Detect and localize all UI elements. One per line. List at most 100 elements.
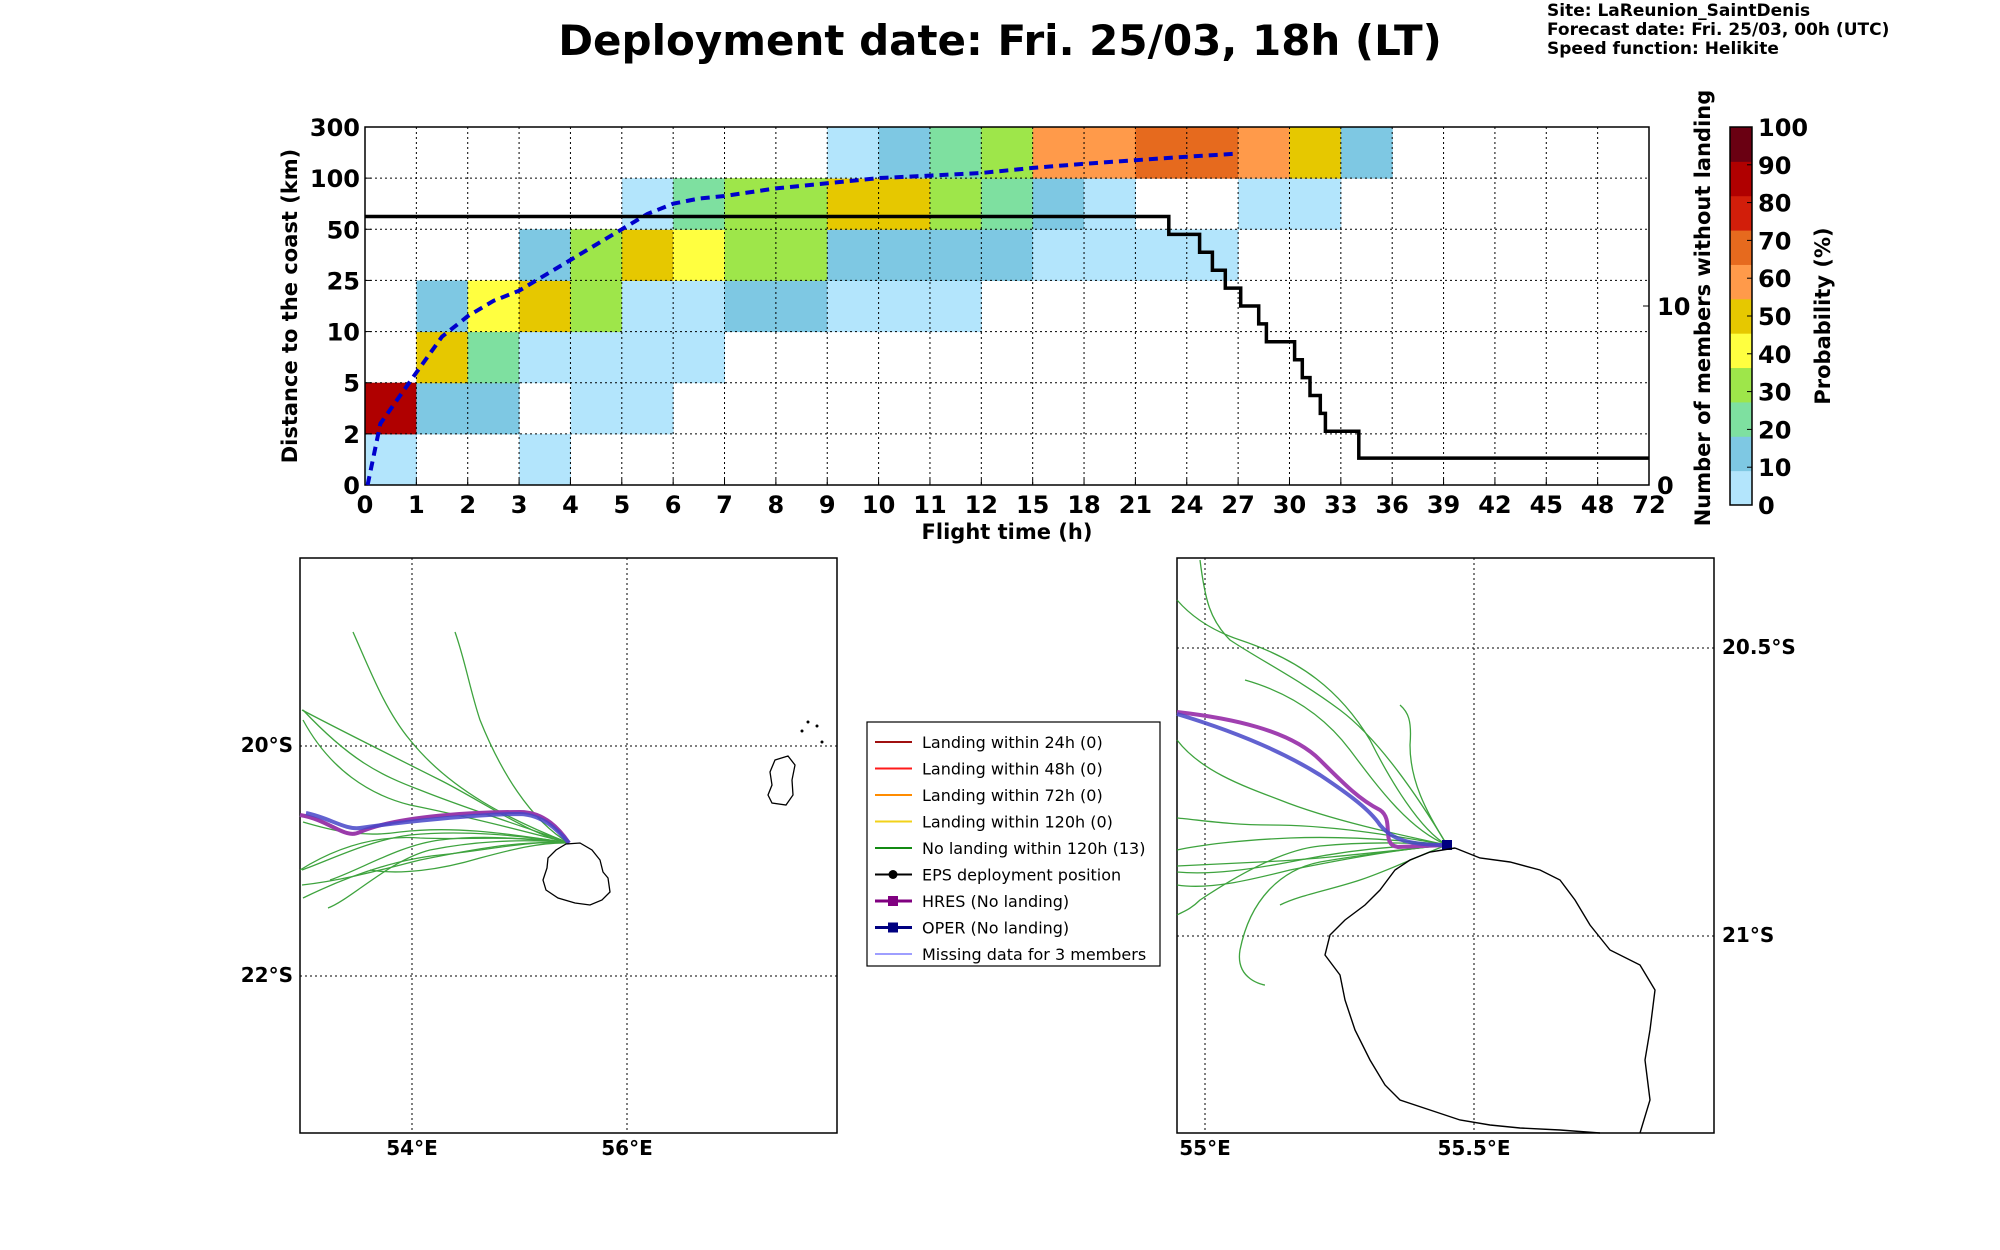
legend-label: Landing within 72h (0)	[922, 786, 1103, 805]
legend-label: EPS deployment position	[922, 866, 1121, 885]
colorbar-label: Probability (%)	[1811, 227, 1835, 404]
heatmap-cell	[1135, 229, 1188, 281]
x-tick-label: 2	[459, 491, 476, 519]
heatmap-cell	[621, 331, 674, 384]
y2-axis-ticks: 0 10	[1643, 293, 1690, 500]
x-tick-label: 36	[1375, 491, 1408, 519]
heatmap-cell	[1084, 229, 1136, 281]
x-tick-label: 15	[1016, 491, 1049, 519]
landing-probability-chart: 0 1 2 3 4 5 6 7 8 9 10 11 12 15 18 21 24 27 30 33 36 39 42 45 48…	[278, 90, 1715, 544]
legend-label: Missing data for 3 members	[922, 945, 1146, 964]
legend-marker	[888, 870, 898, 879]
legend-item: Landing within 48h (0)	[875, 760, 1103, 779]
heatmap-cell	[621, 229, 674, 281]
map-zoom-lon-label: 55.5°E	[1437, 1136, 1510, 1160]
legend-item: HRES (No landing)	[875, 892, 1069, 911]
median-distance-line	[365, 151, 1239, 486]
x-tick-label: 18	[1067, 491, 1100, 519]
site-name: Site: LaReunion_SaintDenis	[1547, 1, 1811, 21]
x-axis-label: Flight time (h)	[922, 520, 1093, 544]
heatmap-cell	[929, 229, 982, 281]
y2-tick-label: 10	[1657, 293, 1690, 321]
legend-item: No landing within 120h (13)	[875, 839, 1145, 858]
heatmap-cell	[570, 331, 623, 384]
heatmap-cell	[929, 280, 982, 333]
map-overview-oper-track	[305, 811, 571, 845]
colorbar-tick-label: 70	[1758, 227, 1791, 255]
x-tick-label: 10	[862, 491, 895, 519]
x-axis-ticks: 0 1 2 3 4 5 6 7 8 9 10 11 12 15 18 21 24 27 30 33 36 39 42 45 48…	[357, 479, 1666, 519]
x-tick-label: 0	[357, 491, 374, 519]
heatmap-cell	[1032, 229, 1085, 281]
map-zoom-lon-label: 55°E	[1179, 1136, 1231, 1160]
x-tick-label: 1	[408, 491, 425, 519]
colorbar-segment	[1730, 470, 1752, 506]
y2-tick-label: 0	[1657, 472, 1674, 500]
x-tick-label: 5	[613, 491, 630, 519]
colorbar-tick-label: 10	[1758, 454, 1791, 482]
x-tick-label: 33	[1324, 491, 1357, 519]
x-tick-label: 11	[913, 491, 946, 519]
legend-marker	[888, 922, 898, 933]
y-tick-label: 0	[343, 472, 360, 500]
map-overview-mauritius-island	[767, 755, 796, 806]
y-tick-label: 25	[327, 267, 360, 295]
x-tick-label: 30	[1273, 491, 1306, 519]
colorbar-segment	[1730, 436, 1752, 472]
heatmap-cell	[519, 433, 571, 486]
x-tick-label: 48	[1581, 491, 1614, 519]
heatmap-cell	[827, 178, 880, 230]
heatmap-cell	[775, 178, 828, 230]
x-tick-label: 6	[665, 491, 682, 519]
legend-label: Landing within 120h (0)	[922, 813, 1113, 832]
heatmap-cell	[621, 178, 674, 230]
heatmap-cell	[827, 127, 880, 179]
trajectory-legend: Landing within 24h (0) Landing within 48h…	[866, 721, 1161, 967]
heatmap-cell	[878, 280, 931, 333]
heatmap-cells	[365, 127, 1393, 486]
heatmap-cell	[621, 280, 674, 333]
legend-item: Landing within 72h (0)	[875, 786, 1103, 805]
y-axis-label: Distance to the coast (km)	[278, 149, 302, 464]
colorbar-tick-label: 60	[1758, 265, 1791, 293]
heatmap-cell	[519, 331, 571, 384]
heatmap-cell	[775, 280, 828, 333]
colorbar-tick-label: 30	[1758, 379, 1791, 407]
chart-series	[365, 151, 1649, 486]
map-zoom-lat-label: 21°S	[1722, 923, 1774, 947]
heatmap-cell	[416, 280, 469, 333]
legend-item: Landing within 24h (0)	[875, 733, 1103, 752]
heatmap-cell	[878, 178, 931, 230]
heatmap-cell	[673, 229, 726, 281]
colorbar-tick-label: 80	[1758, 190, 1791, 218]
members-without-landing-line	[365, 214, 1649, 460]
colorbar-segment	[1730, 230, 1752, 265]
heatmap-cell	[467, 331, 520, 384]
colorbar: 0 10 20 30 40 50 60 70 80 90 100 Probability (%)	[1729, 114, 1835, 520]
colorbar-segment	[1730, 195, 1752, 231]
y-tick-label: 2	[343, 421, 360, 449]
x-tick-label: 39	[1427, 491, 1460, 519]
x-tick-label: 45	[1530, 491, 1563, 519]
colorbar-ticks: 0 10 20 30 40 50 60 70 80 90 100	[1747, 114, 1808, 520]
map-overview-lon-label: 56°E	[601, 1136, 653, 1160]
colorbar-tick-label: 20	[1758, 416, 1791, 444]
map-overview-reunion-island	[542, 842, 611, 906]
heatmap-cell	[673, 331, 726, 384]
map-zoom-grid	[1177, 558, 1714, 1133]
x-tick-label: 8	[768, 491, 785, 519]
heatmap-cell	[519, 229, 571, 281]
colorbar-segment	[1730, 367, 1752, 403]
heatmap-cell	[929, 127, 982, 179]
legend-label: Landing within 48h (0)	[922, 760, 1103, 779]
heatmap-cell	[929, 178, 982, 230]
colorbar-segment	[1730, 127, 1752, 162]
heatmap-cell	[724, 229, 777, 281]
heatmap-cell	[981, 178, 1034, 230]
colorbar-segments	[1730, 127, 1752, 506]
heatmap-cell	[878, 127, 931, 179]
heatmap-cell	[1084, 178, 1136, 230]
map-zoom-trajectories	[1176, 559, 1448, 986]
